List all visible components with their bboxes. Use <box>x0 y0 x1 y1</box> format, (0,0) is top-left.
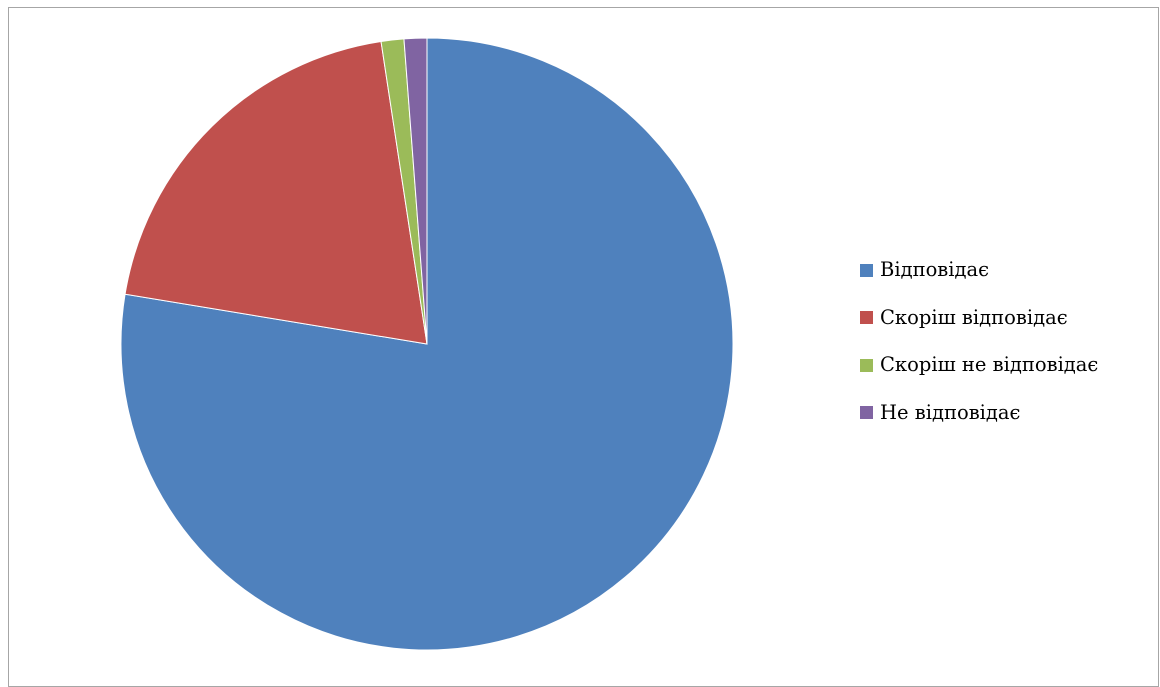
legend-item: Не відповідає <box>860 401 1098 425</box>
chart-legend: Відповідає Скоріш відповідає Скоріш не в… <box>860 258 1098 448</box>
legend-label: Скоріш не відповідає <box>880 353 1099 376</box>
legend-label: Відповідає <box>880 258 990 281</box>
pie-slice-slice-2 <box>124 40 428 345</box>
legend-swatch <box>860 358 873 372</box>
legend-swatch <box>860 311 873 324</box>
legend-label: Не відповідає <box>880 400 1021 424</box>
legend-item: Скоріш відповідає <box>860 306 1098 330</box>
legend-item: Скоріш не відповідає <box>860 353 1098 377</box>
legend-label: Скоріш відповідає <box>880 305 1068 329</box>
pie-slice-slice-4 <box>403 37 428 345</box>
legend-swatch <box>860 263 873 277</box>
legend-swatch <box>860 406 873 419</box>
legend-item: Відповідає <box>860 258 1098 282</box>
